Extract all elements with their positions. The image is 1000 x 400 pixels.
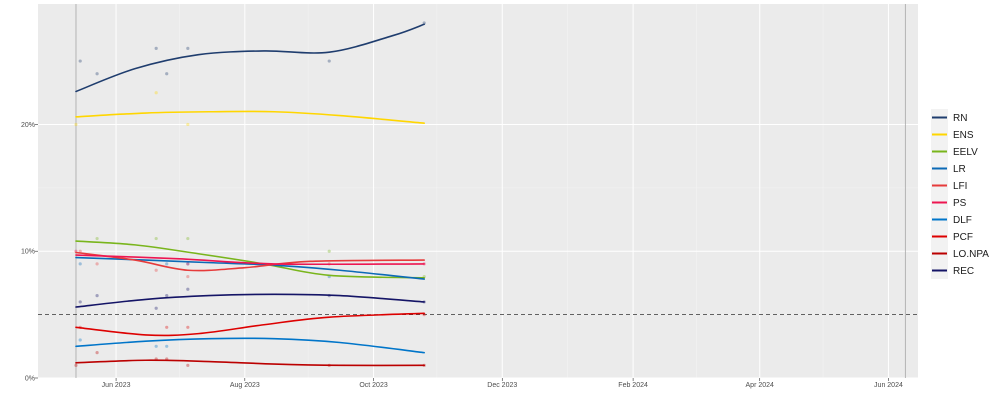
poll-point-rn: [186, 46, 190, 50]
poll-point-rec: [78, 300, 82, 304]
trend-line-pcf: [75, 312, 425, 337]
legend-label-lfi: LFI: [953, 181, 967, 192]
x-tick-label: Oct 2023: [359, 382, 388, 389]
poll-point-pcf: [186, 325, 190, 329]
y-tick-label: 0%: [25, 376, 35, 383]
poll-point-rec: [165, 293, 169, 298]
poll-point-rn: [165, 72, 169, 76]
poll-point-lfi: [78, 249, 82, 253]
axis-ticks: 0% 10% 20% Jun 2023 Aug 2023 Oct 2023 Dec 2023…: [21, 122, 903, 389]
poll-point-ens: [186, 122, 190, 127]
poll-point-rn: [78, 59, 82, 63]
major-gridlines: [38, 4, 918, 379]
trend-line-lr: [75, 256, 425, 280]
legend-label-rn: RN: [953, 113, 967, 124]
trend-line-dlf: [75, 337, 425, 354]
y-tick-label: 20%: [21, 122, 35, 129]
trend-line-rec: [75, 293, 425, 308]
x-tick-label: Dec 2023: [487, 382, 517, 389]
poll-point-rn: [95, 72, 99, 76]
poll-point-dlf: [78, 338, 82, 342]
poll-point-rn: [327, 59, 331, 63]
poll-point-lo-npa: [74, 363, 78, 367]
poll-point-rec: [95, 293, 99, 298]
trend-lines: [75, 23, 425, 367]
x-tick-label: Jun 2023: [102, 382, 131, 389]
legend-label-ens: ENS: [953, 130, 974, 141]
poll-point-eelv: [327, 249, 331, 253]
poll-point-eelv: [154, 236, 158, 241]
plot-background: [38, 4, 918, 378]
poll-point-lr: [186, 262, 190, 266]
poll-point-pcf: [165, 325, 169, 329]
poll-point-lo-npa: [95, 351, 99, 355]
minor-gridlines: [38, 4, 918, 378]
poll-point-lfi: [154, 268, 158, 272]
legend-label-lr: LR: [953, 164, 966, 175]
poll-point-eelv: [186, 236, 190, 241]
poll-point-ps: [186, 262, 190, 266]
x-tick-label: Apr 2024: [746, 382, 775, 389]
poll-point-dlf: [165, 344, 169, 348]
event-vertical-lines: [75, 4, 906, 378]
x-tick-label: Feb 2024: [618, 382, 648, 389]
legend-label-dlf: DLF: [953, 215, 972, 226]
poll-point-lr: [165, 262, 169, 266]
poll-point-dlf: [154, 344, 158, 348]
poll-point-ens: [74, 122, 78, 127]
plot-panel: [38, 4, 918, 378]
x-tick-label: Jun 2024: [874, 382, 903, 389]
trend-line-rn: [75, 23, 425, 93]
poll-point-rn: [154, 46, 158, 50]
poll-point-lo-npa: [186, 363, 190, 367]
trend-line-ps: [75, 254, 425, 266]
y-tick-label: 10%: [21, 249, 35, 256]
poll-point-lr: [78, 262, 82, 266]
poll-point-rec: [154, 306, 158, 310]
legend-label-rec: REC: [953, 266, 974, 277]
poll-point-lfi: [95, 262, 99, 266]
poll-point-eelv: [95, 236, 99, 241]
poll-point-rec: [186, 287, 190, 291]
x-tick-label: Aug 2023: [230, 382, 260, 389]
poll-point-lfi: [186, 274, 190, 279]
trend-line-ens: [75, 110, 425, 124]
poll-point-ens: [154, 91, 158, 95]
legend-label-lo-npa: LO.NPA: [953, 249, 989, 260]
legend: RN ENS EELV LR LFI PS DLF PCF LO.NPA REC: [931, 109, 989, 279]
trend-line-lo-npa: [75, 359, 425, 367]
trend-line-eelv: [75, 240, 425, 279]
legend-label-pcf: PCF: [953, 232, 973, 243]
legend-label-ps: PS: [953, 198, 967, 209]
legend-label-eelv: EELV: [953, 147, 978, 158]
trend-line-lfi: [75, 251, 425, 272]
